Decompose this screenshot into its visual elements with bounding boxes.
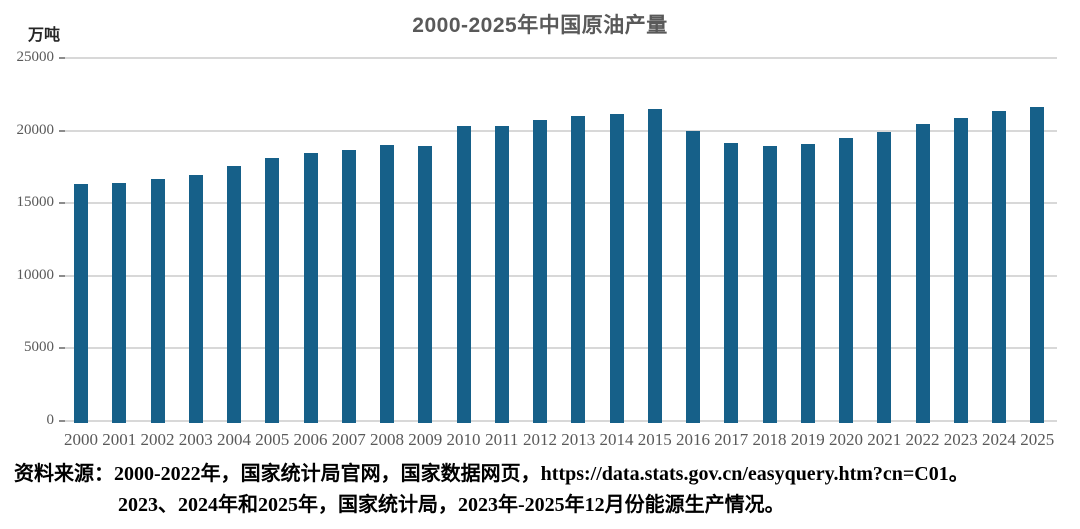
x-axis-label-2011: 2011 bbox=[485, 430, 519, 449]
x-axis-label-2018: 2018 bbox=[752, 430, 787, 449]
x-axis-label-2001: 2001 bbox=[102, 430, 137, 449]
bar-2012 bbox=[533, 119, 547, 423]
x-axis-label-2009: 2009 bbox=[408, 430, 443, 449]
gridline-0 bbox=[60, 420, 1057, 422]
plot-area: 0 5000 10000 15000 20000 25000 2000 2001 2002 200… bbox=[17, 49, 1057, 449]
gridline-20000 bbox=[60, 129, 1057, 132]
y-axis-tick-mark bbox=[59, 129, 65, 132]
y-axis-label-0: 0 bbox=[46, 412, 55, 428]
y-axis-label-5000: 5000 bbox=[24, 339, 54, 356]
x-axis-label-2021: 2021 bbox=[867, 430, 902, 449]
y-axis-tick-mark bbox=[59, 274, 65, 277]
bar-2003 bbox=[188, 174, 203, 423]
chart-title: 2000-2025年中国原油产量 bbox=[412, 14, 668, 37]
x-axis-label-2013: 2013 bbox=[561, 430, 596, 449]
x-axis-label-2008: 2008 bbox=[370, 430, 404, 449]
x-axis-label-2000: 2000 bbox=[64, 430, 98, 449]
bar-2010 bbox=[456, 126, 471, 423]
bar-2000 bbox=[74, 184, 88, 423]
y-axis-tick-mark bbox=[59, 420, 65, 422]
x-axis-label-2002: 2002 bbox=[140, 430, 175, 449]
bar-2017 bbox=[724, 142, 739, 423]
bar-2013 bbox=[571, 116, 586, 423]
gridline-15000 bbox=[60, 202, 1057, 205]
y-axis-tick-mark bbox=[59, 57, 65, 59]
bar-2016 bbox=[686, 131, 700, 423]
bar-2007 bbox=[341, 150, 356, 423]
y-axis-tick-mark bbox=[59, 202, 65, 205]
y-axis-label-15000: 15000 bbox=[16, 194, 55, 211]
bar-2025 bbox=[1030, 106, 1045, 423]
x-axis-label-2007: 2007 bbox=[331, 430, 366, 449]
x-axis-label-2017: 2017 bbox=[714, 430, 749, 449]
y-axis-label-20000: 20000 bbox=[16, 121, 55, 138]
y-axis-label-10000: 10000 bbox=[16, 266, 55, 283]
bar-2006 bbox=[303, 152, 318, 423]
bar-2008 bbox=[380, 144, 394, 423]
bar-2024 bbox=[992, 111, 1006, 423]
bar-2002 bbox=[150, 178, 165, 423]
bar-2022 bbox=[915, 123, 930, 423]
bar-2011 bbox=[494, 126, 509, 423]
x-axis-label-2005: 2005 bbox=[255, 430, 290, 449]
source-line-2: 2023、2024年和2025年，国家统计局，2023年-2025年12月份能源… bbox=[118, 494, 785, 516]
x-axis-label-2025: 2025 bbox=[1020, 430, 1055, 449]
bar-2020 bbox=[839, 138, 853, 423]
bar-2019 bbox=[800, 143, 815, 423]
bar-2021 bbox=[877, 132, 892, 423]
x-axis-label-2016: 2016 bbox=[676, 430, 710, 449]
x-axis-label-2015: 2015 bbox=[637, 430, 672, 449]
source-note: 资料来源：2000-2022年，国家统计局官网，国家数据网页，https://d… bbox=[14, 459, 1070, 521]
y-axis-unit-label: 万吨 bbox=[28, 27, 61, 44]
bar-2001 bbox=[112, 182, 127, 423]
y-axis-tick-mark bbox=[59, 347, 65, 350]
x-axis-label-2024: 2024 bbox=[982, 430, 1016, 449]
bar-2005 bbox=[265, 157, 280, 423]
gridline-25000 bbox=[60, 57, 1057, 59]
x-axis-label-2014: 2014 bbox=[599, 430, 634, 449]
x-axis-label-2012: 2012 bbox=[523, 430, 557, 449]
x-axis-label-2019: 2019 bbox=[790, 430, 825, 449]
x-axis-label-2010: 2010 bbox=[446, 430, 481, 449]
bar-2018 bbox=[762, 146, 777, 423]
source-line-1: 资料来源：2000-2022年，国家统计局官网，国家数据网页，https://d… bbox=[14, 463, 969, 485]
bar-2009 bbox=[418, 145, 433, 423]
bar-2004 bbox=[227, 165, 241, 423]
x-axis-label-2022: 2022 bbox=[905, 430, 940, 449]
gridline-5000 bbox=[60, 347, 1057, 350]
x-axis-label-2023: 2023 bbox=[943, 430, 978, 449]
gridline-10000 bbox=[60, 274, 1057, 277]
bar-2015 bbox=[647, 109, 662, 423]
bar-2023 bbox=[953, 117, 968, 423]
x-axis-label-2004: 2004 bbox=[217, 430, 251, 449]
x-axis-label-2003: 2003 bbox=[178, 430, 213, 449]
y-axis-label-25000: 25000 bbox=[16, 49, 55, 65]
bar-2014 bbox=[609, 114, 624, 423]
x-axis-label-2020: 2020 bbox=[829, 430, 863, 449]
x-axis-label-2006: 2006 bbox=[293, 430, 328, 449]
